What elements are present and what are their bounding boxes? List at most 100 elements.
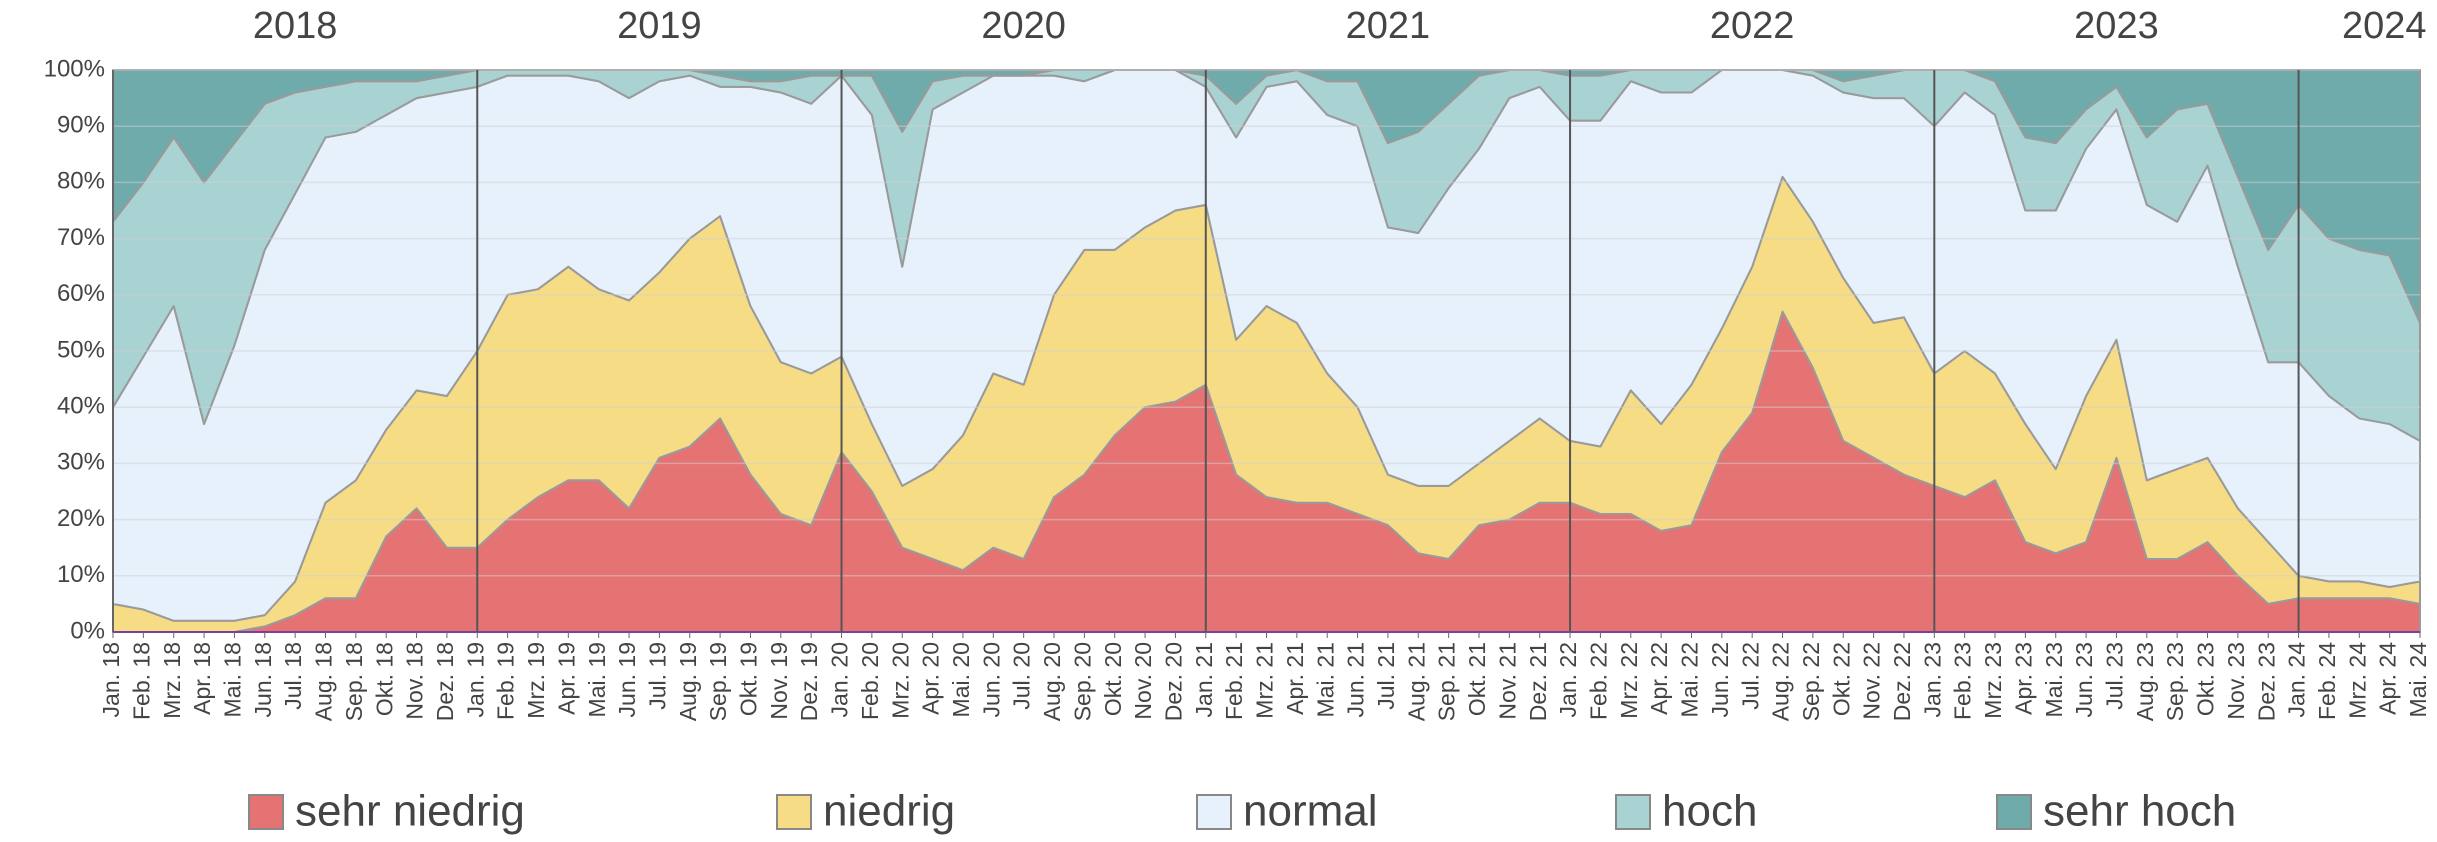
x-tick-label: Sep. 19 [705,642,731,721]
y-tick-label: 40% [57,393,105,420]
y-tick-label: 30% [57,449,105,476]
x-tick-label: Nov. 22 [1859,642,1885,720]
x-tick-label: Apr. 23 [2010,642,2036,715]
x-tick-label: Apr. 20 [918,642,944,715]
x-tick-label: Feb. 22 [1585,642,1611,720]
y-tick-label: 20% [57,505,105,532]
x-tick-label: Mrz. 20 [887,642,913,719]
x-tick-label: Mrz. 18 [159,642,185,719]
x-tick-label: Mai. 21 [1312,642,1338,717]
x-tick-label: Okt. 18 [371,642,397,716]
x-tick-label: Jan. 19 [462,642,488,717]
x-tick-label: Apr. 19 [553,642,579,715]
x-tick-label: Dez. 21 [1525,642,1551,721]
x-tick-label: Nov. 19 [766,642,792,720]
x-tick-label: Okt. 21 [1464,642,1490,716]
x-tick-label: Sep. 21 [1434,642,1460,721]
x-tick-label: Feb. 18 [128,642,154,720]
x-tick-label: Okt. 22 [1828,642,1854,716]
x-tick-label: Jan. 21 [1191,642,1217,717]
x-tick-label: Jun. 19 [614,642,640,717]
x-tick-label: Mrz. 24 [2344,642,2370,719]
legend-label: normal [1243,787,1378,836]
year-label: 2021 [1346,5,1431,47]
y-tick-label: 10% [57,561,105,588]
x-tick-label: Dez. 23 [2253,642,2279,721]
year-label: 2020 [981,5,1066,47]
legend-label: hoch [1662,787,1757,836]
x-tick-label: Mrz. 22 [1616,642,1642,719]
x-tick-label: Jan. 23 [1919,642,1945,717]
x-tick-label: Jun. 21 [1343,642,1369,717]
x-tick-label: Apr. 21 [1282,642,1308,715]
x-tick-label: Jul. 21 [1373,642,1399,710]
x-tick-label: Mai. 18 [219,642,245,717]
x-tick-label: Apr. 18 [189,642,215,715]
x-tick-label: Sep. 20 [1069,642,1095,721]
x-tick-label: Feb. 23 [1950,642,1976,720]
year-label: 2018 [253,5,338,47]
x-tick-label: Jan. 20 [827,642,853,717]
legend-label: sehr niedrig [295,787,525,836]
x-tick-label: Mai. 24 [2405,642,2431,718]
legend-swatch [1615,794,1651,830]
x-tick-label: Sep. 18 [341,642,367,721]
x-tick-label: Jun. 22 [1707,642,1733,717]
x-tick-label: Jul. 23 [2102,642,2128,710]
legend-swatch [1996,794,2032,830]
legend-swatch [776,794,812,830]
x-tick-label: Mai. 19 [584,642,610,717]
x-tick-label: Jul. 18 [280,642,306,710]
x-tick-label: Dez. 19 [796,642,822,721]
legend-swatch [248,794,284,830]
x-tick-label: Apr. 24 [2375,642,2401,715]
x-tick-label: Jan. 18 [98,642,124,717]
legend-label: niedrig [823,787,955,836]
x-tick-label: Feb. 19 [493,642,519,720]
x-tick-label: Jan. 24 [2284,642,2310,718]
x-tick-label: Nov. 20 [1130,642,1156,720]
y-tick-label: 70% [57,224,105,251]
x-tick-label: Dez. 20 [1161,642,1187,721]
x-tick-label: Okt. 20 [1100,642,1126,716]
x-tick-label: Feb. 24 [2314,642,2340,720]
year-label: 2022 [1710,5,1795,47]
y-tick-label: 50% [57,336,105,363]
legend-swatch [1196,794,1232,830]
x-tick-label: Dez. 18 [432,642,458,721]
y-tick-label: 60% [57,280,105,307]
y-tick-label: 0% [70,617,105,644]
x-tick-label: Aug. 21 [1403,642,1429,721]
y-tick-label: 80% [57,168,105,195]
x-tick-label: Aug. 23 [2132,642,2158,721]
x-tick-label: Jul. 19 [644,642,670,710]
x-tick-label: Mai. 22 [1677,642,1703,717]
x-tick-label: Nov. 23 [2223,642,2249,720]
x-tick-label: Aug. 18 [311,642,337,721]
x-tick-label: Mrz. 23 [1980,642,2006,719]
y-tick-label: 90% [57,112,105,139]
x-tick-label: Jun. 20 [978,642,1004,717]
year-label: 2023 [2074,5,2159,47]
y-tick-label: 100% [44,55,105,82]
x-tick-label: Okt. 23 [2193,642,2219,716]
x-tick-label: Jul. 22 [1737,642,1763,710]
x-tick-label: Sep. 22 [1798,642,1824,721]
legend-label: sehr hoch [2043,787,2236,836]
year-label: 2019 [617,5,702,47]
x-tick-label: Jul. 20 [1009,642,1035,710]
x-tick-label: Dez. 22 [1889,642,1915,721]
x-tick-label: Aug. 20 [1039,642,1065,721]
x-tick-label: Feb. 21 [1221,642,1247,720]
x-tick-label: Apr. 22 [1646,642,1672,715]
x-tick-label: Mai. 20 [948,642,974,717]
x-tick-label: Sep. 23 [2162,642,2188,721]
x-tick-label: Okt. 19 [736,642,762,716]
x-tick-label: Nov. 18 [402,642,428,720]
x-tick-label: Feb. 20 [857,642,883,720]
x-tick-label: Mrz. 21 [1252,642,1278,719]
x-tick-label: Jun. 23 [2071,642,2097,717]
x-tick-label: Mrz. 19 [523,642,549,719]
x-tick-label: Nov. 21 [1494,642,1520,720]
